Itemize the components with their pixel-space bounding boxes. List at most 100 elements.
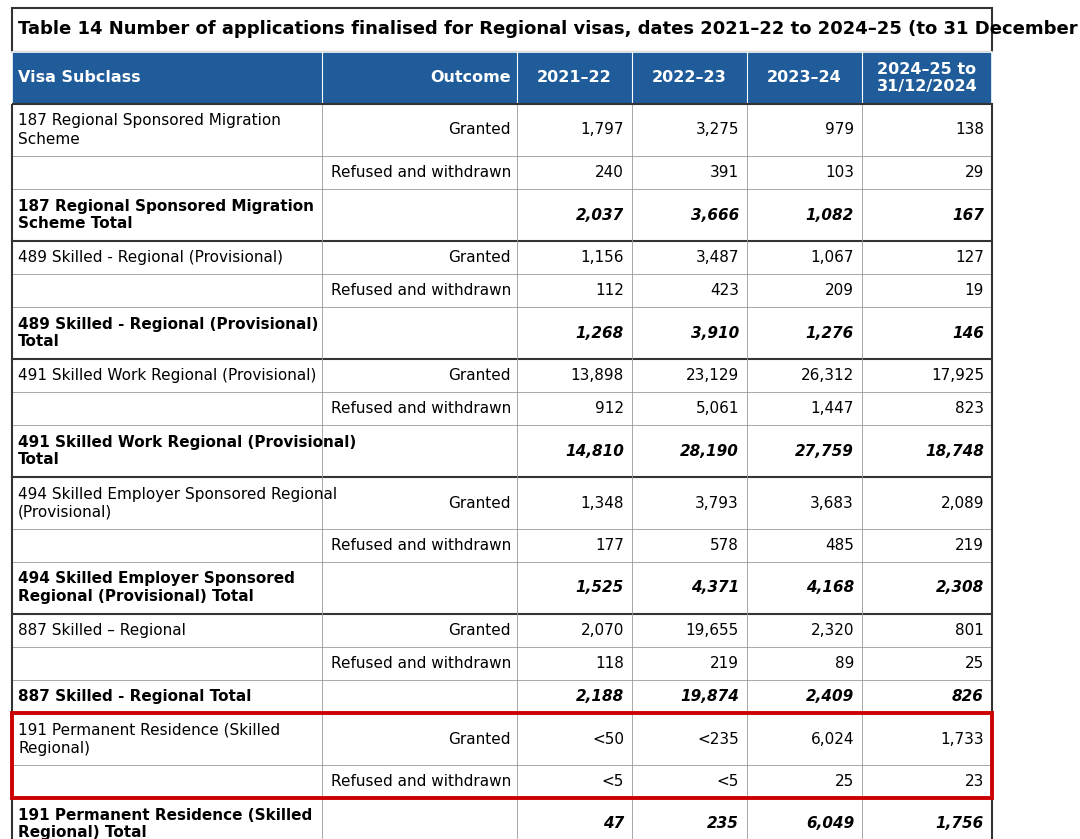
Text: 5,061: 5,061: [696, 401, 739, 416]
Text: Granted: Granted: [448, 623, 511, 638]
Text: 1,797: 1,797: [581, 122, 624, 138]
Text: 2,037: 2,037: [576, 207, 624, 222]
Text: 4,371: 4,371: [691, 581, 739, 596]
Bar: [12, 52, 993, 104]
Text: 13,898: 13,898: [570, 368, 624, 383]
Bar: [12, 359, 993, 392]
Text: Granted: Granted: [448, 122, 511, 138]
Text: 1,525: 1,525: [576, 581, 624, 596]
Text: 4,168: 4,168: [806, 581, 854, 596]
Text: 167: 167: [953, 207, 984, 222]
Text: 1,067: 1,067: [810, 250, 854, 265]
Text: 2,070: 2,070: [581, 623, 624, 638]
Text: 912: 912: [595, 401, 624, 416]
Text: 187 Regional Sponsored Migration
Scheme Total: 187 Regional Sponsored Migration Scheme …: [18, 199, 314, 232]
Text: 23: 23: [964, 774, 984, 789]
Text: 485: 485: [825, 538, 854, 553]
Text: 1,756: 1,756: [935, 816, 984, 831]
Bar: [12, 765, 993, 798]
Text: 19,874: 19,874: [680, 689, 739, 704]
Text: <5: <5: [602, 774, 624, 789]
Text: Granted: Granted: [448, 732, 511, 747]
Bar: [12, 425, 993, 477]
Bar: [12, 680, 993, 713]
Text: 28,190: 28,190: [680, 444, 739, 458]
Text: 19,655: 19,655: [686, 623, 739, 638]
Text: 240: 240: [595, 165, 624, 180]
Text: 112: 112: [595, 283, 624, 298]
Text: 19: 19: [964, 283, 984, 298]
Text: 1,348: 1,348: [581, 496, 624, 510]
Text: 89: 89: [835, 656, 854, 671]
Text: 2,188: 2,188: [576, 689, 624, 704]
Bar: [12, 307, 993, 359]
Text: Outcome: Outcome: [430, 70, 511, 86]
Text: 177: 177: [595, 538, 624, 553]
Text: <50: <50: [592, 732, 624, 747]
Text: 2,089: 2,089: [941, 496, 984, 510]
Text: 3,487: 3,487: [696, 250, 739, 265]
Text: 47: 47: [603, 816, 624, 831]
Text: 2023–24: 2023–24: [767, 70, 842, 86]
Bar: [12, 52, 993, 104]
Text: Refused and withdrawn: Refused and withdrawn: [330, 656, 511, 671]
Bar: [12, 614, 993, 647]
Text: 18,748: 18,748: [926, 444, 984, 458]
Text: Refused and withdrawn: Refused and withdrawn: [330, 538, 511, 553]
Bar: [12, 647, 993, 680]
Text: 191 Permanent Residence (Skilled
Regional) Total: 191 Permanent Residence (Skilled Regiona…: [18, 807, 312, 839]
Text: 489 Skilled - Regional (Provisional): 489 Skilled - Regional (Provisional): [18, 250, 283, 265]
Text: <235: <235: [698, 732, 739, 747]
Text: 118: 118: [595, 656, 624, 671]
Text: 103: 103: [825, 165, 854, 180]
Text: 14,810: 14,810: [565, 444, 624, 458]
Text: 25: 25: [835, 774, 854, 789]
Text: Visa Subclass: Visa Subclass: [18, 70, 140, 86]
Text: 979: 979: [825, 122, 854, 138]
Text: 491 Skilled Work Regional (Provisional): 491 Skilled Work Regional (Provisional): [18, 368, 316, 383]
Text: 6,049: 6,049: [806, 816, 854, 831]
Bar: [12, 562, 993, 614]
Text: 6,024: 6,024: [810, 732, 854, 747]
Text: 209: 209: [825, 283, 854, 298]
Text: 578: 578: [711, 538, 739, 553]
Text: 3,275: 3,275: [696, 122, 739, 138]
Text: 494 Skilled Employer Sponsored
Regional (Provisional) Total: 494 Skilled Employer Sponsored Regional …: [18, 571, 295, 605]
Text: Refused and withdrawn: Refused and withdrawn: [330, 165, 511, 180]
Bar: [12, 713, 993, 798]
Text: 1,733: 1,733: [941, 732, 984, 747]
Bar: [12, 189, 993, 241]
Text: 219: 219: [955, 538, 984, 553]
Text: 2,308: 2,308: [935, 581, 984, 596]
Text: Refused and withdrawn: Refused and withdrawn: [330, 774, 511, 789]
Text: 1,156: 1,156: [581, 250, 624, 265]
Text: 826: 826: [953, 689, 984, 704]
Text: 191 Permanent Residence (Skilled
Regional): 191 Permanent Residence (Skilled Regiona…: [18, 722, 280, 755]
Text: 3,910: 3,910: [691, 326, 739, 341]
Text: 235: 235: [707, 816, 739, 831]
Text: 17,925: 17,925: [931, 368, 984, 383]
Text: 1,447: 1,447: [811, 401, 854, 416]
Text: 127: 127: [955, 250, 984, 265]
Text: 494 Skilled Employer Sponsored Regional
(Provisional): 494 Skilled Employer Sponsored Regional …: [18, 487, 337, 519]
Text: 391: 391: [710, 165, 739, 180]
Text: <5: <5: [717, 774, 739, 789]
Text: 187 Regional Sponsored Migration
Scheme: 187 Regional Sponsored Migration Scheme: [18, 113, 281, 147]
Text: Refused and withdrawn: Refused and withdrawn: [330, 283, 511, 298]
Text: 29: 29: [964, 165, 984, 180]
Bar: [12, 529, 993, 562]
Text: 219: 219: [710, 656, 739, 671]
Text: 1,082: 1,082: [806, 207, 854, 222]
Bar: [12, 713, 993, 765]
Text: 423: 423: [710, 283, 739, 298]
Text: 887 Skilled – Regional: 887 Skilled – Regional: [18, 623, 186, 638]
Text: 3,683: 3,683: [810, 496, 854, 510]
Text: 3,666: 3,666: [691, 207, 739, 222]
Text: 887 Skilled - Regional Total: 887 Skilled - Regional Total: [18, 689, 252, 704]
Bar: [12, 8, 993, 52]
Text: 138: 138: [955, 122, 984, 138]
Text: 1,276: 1,276: [806, 326, 854, 341]
Text: 2024–25 to
31/12/2024: 2024–25 to 31/12/2024: [877, 62, 977, 94]
Text: 2,320: 2,320: [810, 623, 854, 638]
Text: 26,312: 26,312: [800, 368, 854, 383]
